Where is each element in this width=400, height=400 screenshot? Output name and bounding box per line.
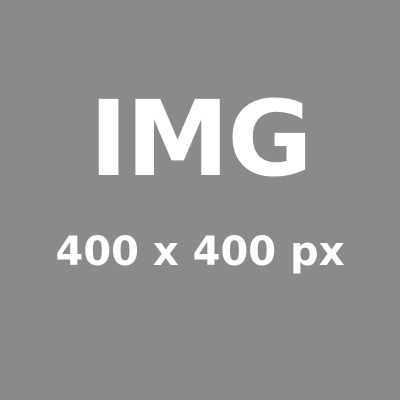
placeholder-dimensions: 400 x 400 px [55, 229, 345, 275]
placeholder-title: IMG [89, 78, 313, 200]
